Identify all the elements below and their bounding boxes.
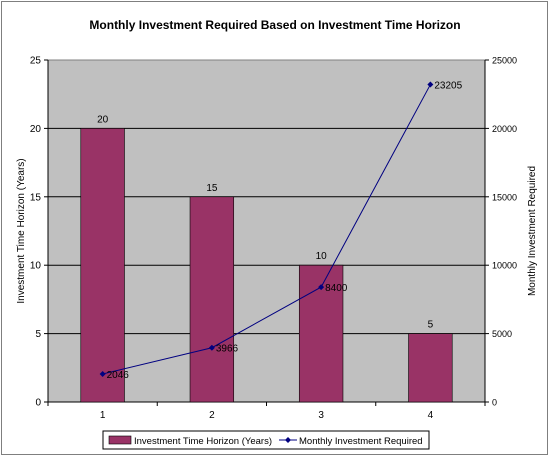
x-tick-label: 3 (318, 410, 324, 421)
legend-line-label: Monthly Investment Required (299, 436, 423, 447)
x-tick-label: 2 (209, 410, 215, 421)
line-data-label: 23205 (434, 81, 462, 92)
left-tick-label: 0 (35, 398, 41, 409)
x-tick-label: 1 (100, 410, 106, 421)
right-tick-label: 0 (492, 398, 497, 408)
bar (189, 196, 235, 403)
legend-bar-swatch (108, 435, 132, 445)
left-axis: 0 5 10 15 20 25 (30, 56, 49, 409)
right-tick-label: 5000 (492, 329, 512, 339)
bar (80, 128, 125, 403)
left-tick-label: 25 (30, 56, 42, 67)
line-point (208, 344, 215, 351)
bar-data-label: 5 (428, 320, 434, 331)
x-axis: 1 2 3 4 (47, 401, 486, 421)
right-axis-title: Monthly Investment Required (527, 166, 538, 296)
x-tick-label: 4 (428, 410, 434, 421)
line-point (99, 371, 106, 378)
left-axis-title: Investment Time Horizon (Years) (16, 158, 27, 303)
bar (408, 333, 453, 403)
right-tick-label: 20000 (492, 124, 517, 134)
line-point (318, 284, 325, 291)
chart-title: Monthly Investment Required Based on Inv… (89, 18, 460, 32)
left-tick-label: 10 (30, 261, 42, 272)
left-tick-label: 20 (30, 124, 42, 135)
legend-line-marker (285, 437, 291, 443)
line-data-label: 2046 (107, 370, 130, 381)
legend: Investment Time Horizon (Years) Monthly … (102, 430, 430, 450)
line-point (427, 81, 434, 88)
line-data-label: 3966 (216, 344, 239, 355)
bar-series: 20 15 10 5 (80, 114, 453, 403)
left-tick-label: 15 (30, 192, 42, 203)
bar-data-label: 10 (316, 251, 328, 262)
bar-data-label: 15 (206, 183, 218, 194)
line-data-label: 8400 (325, 283, 348, 294)
legend-box (102, 430, 430, 450)
legend-bar-label: Investment Time Horizon (Years) (134, 436, 272, 447)
bar-data-label: 20 (97, 114, 109, 125)
left-tick-label: 5 (35, 329, 41, 340)
series-line (102, 84, 431, 375)
line-series: 2046 3966 8400 23205 (99, 81, 463, 381)
right-tick-label: 25000 (492, 56, 517, 66)
right-tick-label: 15000 (492, 192, 517, 202)
right-tick-label: 10000 (492, 261, 517, 271)
right-axis: 0 5000 10000 15000 20000 25000 (484, 56, 517, 408)
